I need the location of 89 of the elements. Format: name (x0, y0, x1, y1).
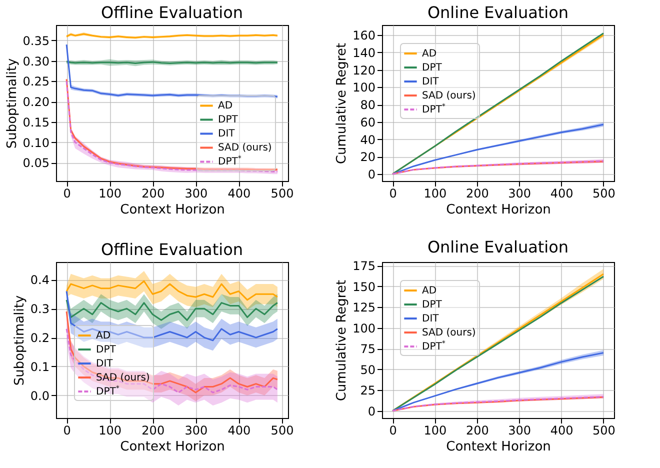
legend-label: SAD (ours) (96, 372, 150, 384)
y-tick-label: 0.30 (22, 54, 50, 68)
y-tick-label: 50 (360, 362, 376, 377)
x-axis-title: Context Horizon (120, 202, 225, 218)
y-tick-label: 0.2 (30, 331, 50, 346)
y-axis-title: Suboptimality (12, 295, 28, 386)
x-tick-label: 500 (270, 424, 294, 438)
y-tick-label: 0.1 (30, 360, 50, 374)
y-tick-label: 0.3 (30, 302, 50, 316)
legend-label: DPT$^{*}$ (218, 154, 242, 168)
y-tick-label: 100 (352, 321, 376, 336)
y-tick-label: 80 (360, 98, 376, 112)
y-tick-label: 0.25 (22, 74, 50, 89)
legend-label: DIT (422, 76, 440, 88)
legend-label: SAD (ours) (422, 90, 476, 102)
x-tick-label: 500 (592, 186, 616, 200)
x-tick-label: 300 (184, 186, 208, 200)
y-tick-label: 0 (368, 168, 376, 182)
x-tick-label: 300 (508, 424, 532, 438)
x-axis-title: Context Horizon (446, 440, 551, 454)
y-axis-title: Suboptimality (4, 58, 20, 149)
x-tick-label: 400 (228, 186, 251, 200)
x-tick-label: 100 (98, 424, 122, 438)
y-tick-label: 75 (360, 342, 376, 356)
line-series (66, 299, 278, 321)
y-tick-label: 100 (352, 80, 376, 95)
x-tick-label: 300 (184, 424, 208, 438)
y-tick-label: 125 (352, 300, 376, 315)
legend-label: DPT$^{*}$ (96, 384, 120, 398)
y-tick-label: 0 (368, 404, 376, 418)
legend-label: DPT$^{*}$ (422, 102, 446, 116)
legend-label: SAD (ours) (422, 328, 476, 338)
x-axis-title: Context Horizon (120, 440, 225, 454)
x-tick-label: 0 (389, 186, 397, 200)
x-tick-label: 500 (270, 186, 294, 200)
y-tick-label: 40 (360, 132, 376, 147)
y-tick-label: 160 (352, 28, 376, 42)
y-tick-label: 0.4 (30, 273, 50, 288)
y-tick-label: 140 (352, 46, 376, 60)
y-tick-label: 60 (360, 115, 376, 130)
y-tick-label: 0.15 (22, 115, 50, 130)
y-tick-label: 0.10 (22, 136, 50, 150)
line-series (66, 280, 278, 301)
legend-label: DPT (218, 114, 239, 126)
legend-label: AD (422, 286, 437, 296)
chart-title: Online Evaluation (427, 238, 569, 257)
x-tick-label: 200 (142, 424, 165, 438)
chart-title: Offline Evaluation (101, 240, 243, 259)
x-tick-label: 300 (508, 186, 532, 200)
legend-label: DPT (422, 62, 443, 74)
x-tick-label: 100 (424, 186, 447, 200)
y-tick-label: 120 (352, 63, 376, 78)
legend-label: AD (96, 330, 111, 342)
x-tick-label: 500 (592, 424, 616, 438)
legend-label: AD (422, 48, 437, 60)
x-axis-title: Context Horizon (446, 202, 551, 218)
y-tick-label: 150 (352, 280, 376, 294)
legend-label: DIT (422, 314, 440, 324)
legend-label: DIT (96, 358, 114, 370)
chart-title: Online Evaluation (427, 3, 569, 22)
y-tick-label: 0.35 (22, 34, 50, 48)
x-tick-label: 100 (98, 186, 122, 200)
y-tick-label: 20 (360, 150, 376, 164)
legend-label: DIT (218, 128, 236, 140)
x-tick-label: 0 (389, 424, 397, 438)
legend-label: DPT (422, 300, 443, 310)
x-tick-label: 0 (63, 186, 71, 200)
y-tick-label: 175 (352, 259, 376, 274)
y-tick-label: 0.20 (22, 95, 50, 110)
x-tick-label: 0 (63, 424, 71, 438)
x-tick-label: 200 (466, 424, 489, 438)
line-series (66, 328, 278, 394)
x-tick-label: 400 (550, 424, 574, 438)
legend-label: SAD (ours) (218, 142, 272, 154)
y-axis-title: Cumulative Regret (334, 42, 350, 164)
legend-label: AD (218, 100, 233, 112)
legend-label: DPT (96, 344, 117, 356)
y-tick-label: 0.0 (30, 388, 50, 403)
y-tick-label: 25 (360, 384, 376, 398)
x-tick-label: 200 (466, 186, 489, 200)
x-tick-label: 100 (424, 424, 447, 438)
x-tick-label: 400 (550, 186, 574, 200)
legend-label: DPT$^{*}$ (422, 340, 446, 352)
line-series (66, 290, 278, 342)
y-axis-title: Cumulative Regret (334, 280, 350, 402)
y-tick-label: 0.05 (22, 156, 50, 170)
x-tick-label: 200 (142, 186, 165, 200)
x-tick-label: 400 (228, 424, 251, 438)
chart-title: Offline Evaluation (101, 3, 243, 22)
